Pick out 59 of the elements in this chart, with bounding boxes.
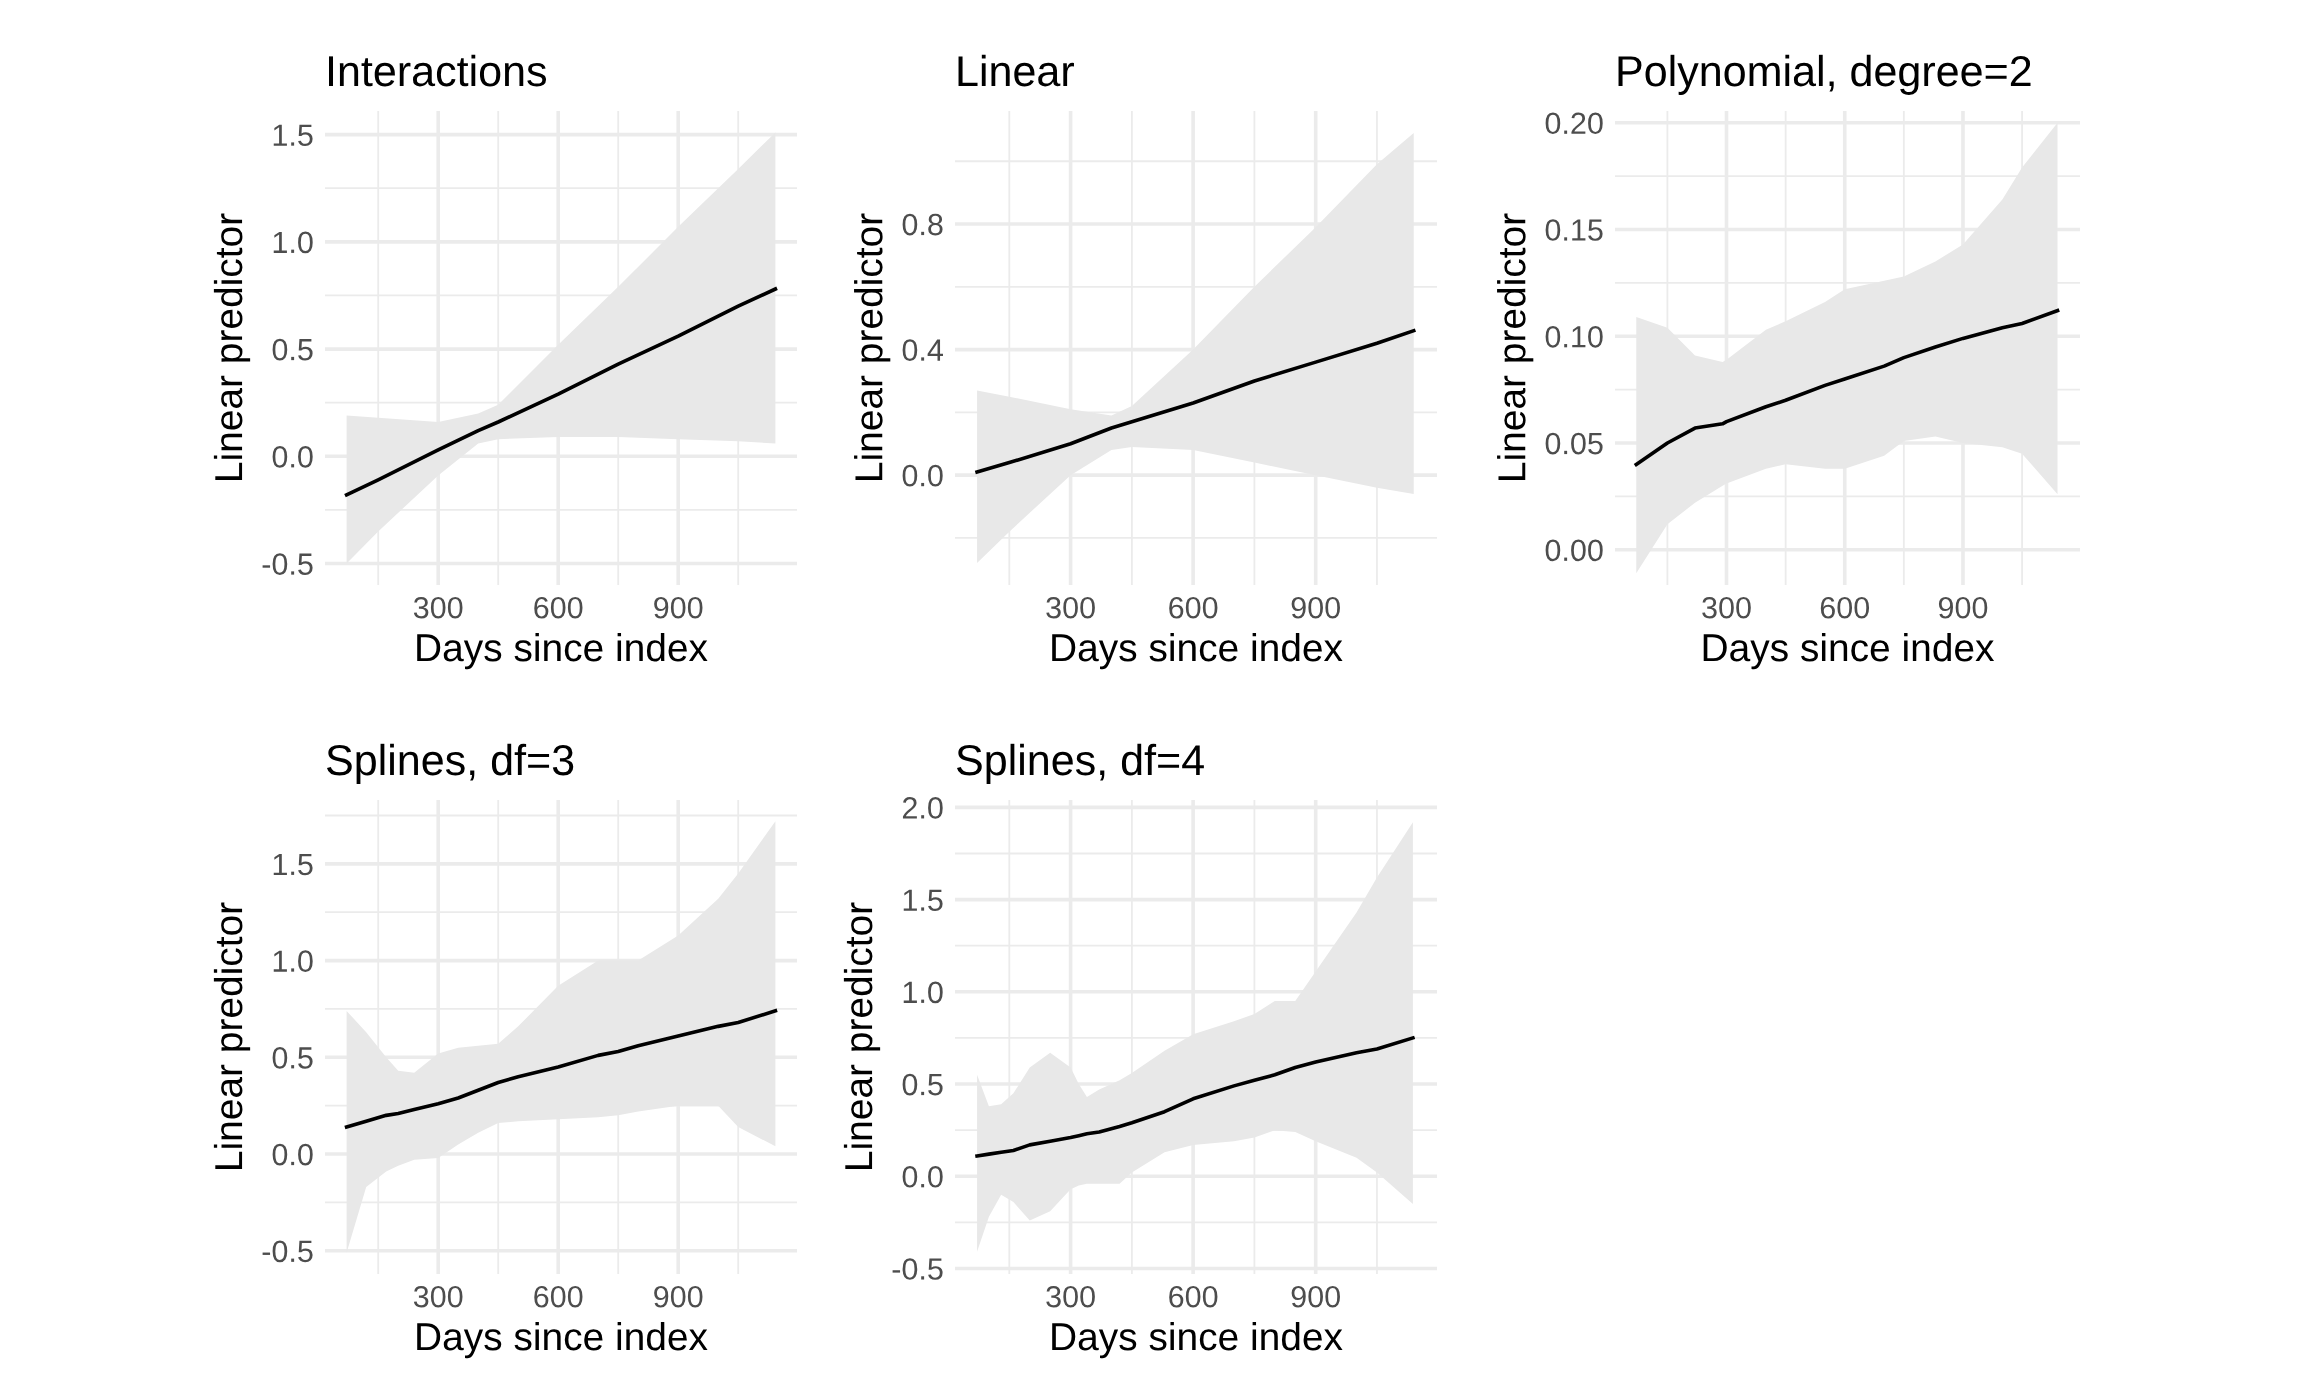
x-tick-label: 300 bbox=[1046, 596, 1095, 619]
y-axis-title: Linear predictor bbox=[843, 902, 881, 1169]
y-tick-label: 0.15 bbox=[1545, 219, 1603, 241]
x-tick-label: 600 bbox=[534, 596, 583, 619]
y-tick-label: 0.8 bbox=[902, 213, 943, 236]
y-tick-label: 0.5 bbox=[272, 338, 313, 361]
y-tick-label: 0.0 bbox=[272, 1143, 313, 1166]
y-tick-label: -0.5 bbox=[262, 1240, 313, 1263]
line-series bbox=[975, 1036, 1415, 1158]
x-tick-label: 300 bbox=[1702, 596, 1751, 619]
chart-title: Splines, df=4 bbox=[956, 743, 1204, 784]
x-tick-label: 600 bbox=[1169, 596, 1218, 619]
x-tick-label: 900 bbox=[1291, 596, 1340, 619]
x-tick-label: 900 bbox=[654, 1285, 703, 1308]
x-tick-label: 600 bbox=[1169, 1285, 1218, 1308]
chart-title: Polynomial, degree=2 bbox=[1618, 54, 2031, 95]
x-axis-title: Days since index bbox=[1052, 1321, 1343, 1359]
y-axis-title: Linear predictor bbox=[1497, 213, 1534, 480]
x-axis-title: Days since index bbox=[1052, 632, 1343, 670]
y-axis-title: Linear predictor bbox=[854, 213, 891, 480]
y-tick-label: 1.0 bbox=[273, 950, 313, 972]
y-tick-label: 1.0 bbox=[903, 981, 943, 1004]
y-tick-label: 0.10 bbox=[1545, 325, 1603, 348]
chart-title: Splines, df=3 bbox=[326, 743, 574, 784]
x-tick-label: 300 bbox=[413, 596, 463, 619]
x-tick-label: 600 bbox=[1820, 596, 1870, 619]
y-axis-title: Linear predictor bbox=[213, 213, 251, 480]
x-tick-label: 900 bbox=[1938, 596, 1988, 619]
x-axis-title: Days since index bbox=[417, 632, 708, 670]
y-axis-title: Linear predictor bbox=[213, 902, 251, 1169]
y-tick-label: -0.5 bbox=[262, 553, 313, 575]
line-series bbox=[344, 287, 778, 497]
y-tick-label: 1.5 bbox=[903, 889, 943, 911]
y-tick-label: 1.0 bbox=[273, 231, 313, 254]
chart-title: Interactions bbox=[328, 54, 547, 87]
line-series bbox=[344, 1009, 778, 1129]
x-tick-label: 900 bbox=[1291, 1285, 1340, 1308]
line-series bbox=[1634, 308, 2060, 467]
y-tick-label: 0.0 bbox=[272, 446, 313, 468]
x-tick-label: 900 bbox=[654, 596, 703, 619]
x-tick-label: 600 bbox=[534, 1285, 583, 1308]
y-tick-label: 1.5 bbox=[273, 853, 313, 876]
y-tick-label: 0.0 bbox=[902, 464, 943, 487]
y-tick-label: 1.5 bbox=[273, 124, 313, 146]
y-tick-label: -0.5 bbox=[892, 1258, 943, 1280]
y-tick-label: 2.0 bbox=[902, 797, 943, 819]
y-tick-label: 0.20 bbox=[1545, 112, 1603, 135]
y-tick-label: 0.5 bbox=[272, 1047, 313, 1069]
y-tick-label: 0.00 bbox=[1545, 539, 1603, 562]
y-tick-label: 0.4 bbox=[902, 339, 943, 361]
y-tick-label: 0.05 bbox=[1545, 432, 1603, 455]
x-axis-title: Days since index bbox=[1703, 632, 1995, 670]
y-tick-label: 0.0 bbox=[902, 1165, 943, 1188]
x-tick-label: 300 bbox=[413, 1285, 463, 1308]
x-axis-title: Days since index bbox=[417, 1321, 708, 1359]
y-tick-label: 0.5 bbox=[902, 1073, 943, 1096]
chart-title: Linear bbox=[958, 54, 1074, 87]
x-tick-label: 300 bbox=[1046, 1285, 1095, 1308]
line-series bbox=[975, 328, 1416, 474]
